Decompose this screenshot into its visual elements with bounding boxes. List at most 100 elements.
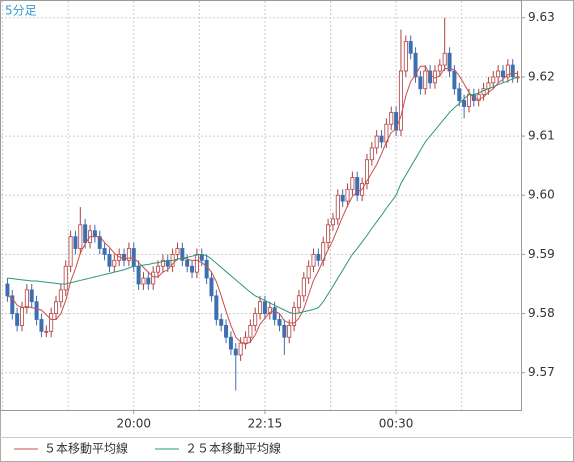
candle-body <box>78 224 83 249</box>
y-tick-label: 9.59 <box>528 247 555 261</box>
candle-body <box>379 135 384 143</box>
candle-body <box>233 348 238 356</box>
candle-body <box>63 265 68 291</box>
y-tick-label: 9.62 <box>528 69 555 83</box>
candle-body <box>374 135 379 149</box>
x-tick-label: 20:00 <box>116 417 151 431</box>
chart-title: 5分足 <box>5 4 37 18</box>
candle-body <box>122 254 127 261</box>
candle-body <box>248 324 253 338</box>
candle-body <box>345 188 350 202</box>
legend-label: ５本移動平均線 <box>44 441 128 456</box>
candle-body <box>476 94 481 101</box>
candle-body <box>369 147 374 161</box>
candle-body <box>505 64 510 78</box>
candle-body <box>54 301 59 314</box>
x-tick-label: 22:15 <box>248 417 283 431</box>
y-tick-label: 9.61 <box>528 129 555 143</box>
candle-body <box>282 324 287 338</box>
candle-body <box>29 289 34 303</box>
candle-body <box>92 230 97 238</box>
candle-body <box>340 194 345 202</box>
candle-body <box>83 224 88 243</box>
y-tick-label: 9.63 <box>528 10 555 24</box>
candle-body <box>423 70 428 90</box>
candle-body <box>44 330 49 333</box>
y-tick-label: 9.57 <box>528 365 555 379</box>
candle-body <box>194 254 199 273</box>
candle-body <box>160 259 165 267</box>
candle-body <box>102 248 107 255</box>
legend-label: ２５本移動平均線 <box>185 441 281 456</box>
candle-body <box>49 313 54 332</box>
candle-body <box>34 301 39 320</box>
candle-body <box>146 277 151 285</box>
candle-body <box>437 64 442 72</box>
candle-body <box>301 277 306 297</box>
candle-body <box>24 289 29 309</box>
candle-body <box>326 224 331 243</box>
candle-body <box>491 76 496 84</box>
candle-body <box>185 259 190 267</box>
x-tick-label: 00:30 <box>379 417 414 431</box>
candle-body <box>500 70 505 78</box>
candle-body <box>394 112 399 131</box>
candle-body <box>296 295 301 309</box>
candle-body <box>141 277 146 285</box>
candle-body <box>496 70 501 78</box>
candle-body <box>398 70 403 131</box>
candle-body <box>151 271 156 285</box>
candle-body <box>10 295 15 314</box>
candle-body <box>68 236 73 267</box>
candle-body <box>253 313 258 326</box>
candle-body <box>224 324 229 338</box>
candle-body <box>350 177 355 190</box>
candle-body <box>364 159 369 184</box>
candle-body <box>335 194 340 220</box>
candle-body <box>39 319 44 332</box>
candle-body <box>267 307 272 314</box>
candle-body <box>277 319 282 326</box>
candle-body <box>15 313 20 326</box>
candle-body <box>112 259 117 267</box>
candle-body <box>418 76 423 90</box>
candle-body <box>209 277 214 297</box>
candle-body <box>190 265 195 273</box>
candle-body <box>510 64 515 78</box>
candle-body <box>228 336 233 350</box>
candle-body <box>20 307 25 326</box>
candle-body <box>408 41 413 54</box>
candle-body <box>355 177 360 196</box>
candle-body <box>180 248 185 261</box>
candle-body <box>107 254 112 267</box>
candle-body <box>5 283 10 297</box>
candle-body <box>287 324 292 338</box>
candle-body <box>219 319 224 326</box>
candle-body <box>272 307 277 320</box>
candle-body <box>262 301 267 314</box>
candle-body <box>238 342 243 356</box>
candle-body <box>131 248 136 267</box>
candle-body <box>199 254 204 261</box>
candle-body <box>442 52 447 66</box>
y-tick-label: 9.60 <box>528 188 555 202</box>
candle-body <box>389 112 394 125</box>
candle-body <box>136 265 141 285</box>
candle-body <box>204 259 209 279</box>
candle-body <box>258 301 263 314</box>
candle-body <box>316 254 321 261</box>
candle-body <box>452 70 457 90</box>
candle-body <box>73 236 78 249</box>
candle-body <box>156 265 161 273</box>
candle-body <box>58 289 63 303</box>
candle-body <box>428 70 433 84</box>
candle-body <box>462 100 467 107</box>
candle-body <box>403 41 408 72</box>
y-tick-label: 9.58 <box>528 306 555 320</box>
candle-body <box>457 88 462 101</box>
candle-body <box>311 254 316 267</box>
candle-body <box>306 265 311 279</box>
candle-body <box>466 94 471 107</box>
ma-line <box>7 76 518 315</box>
